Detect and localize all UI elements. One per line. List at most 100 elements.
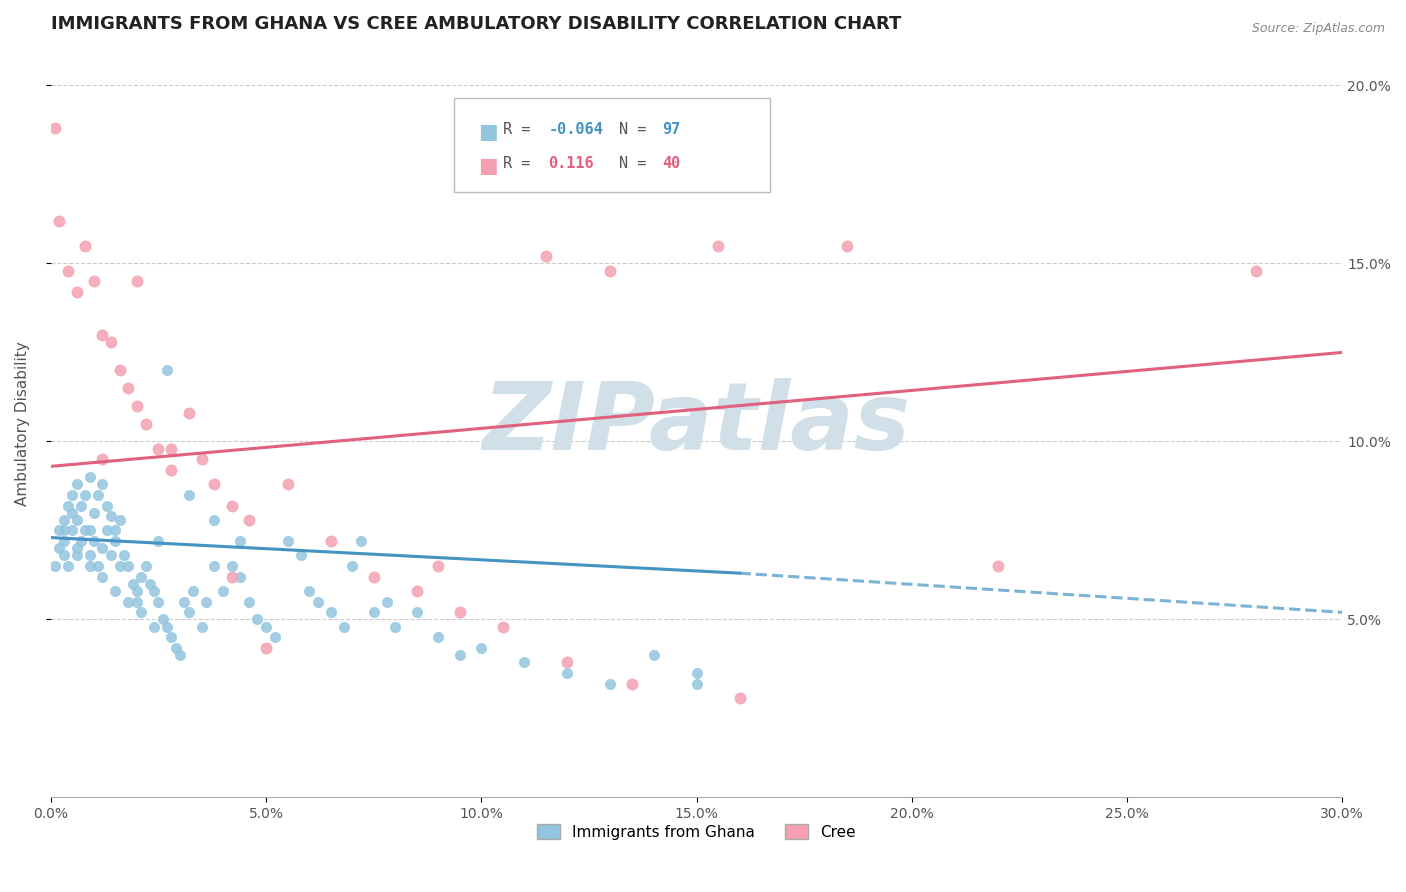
Point [52, 534, 75, 549]
Text: N =: N = [619, 156, 655, 171]
Point [599, 263, 621, 277]
Point [60, 488, 83, 502]
Point [254, 640, 277, 655]
Text: ■: ■ [478, 122, 498, 142]
Point [449, 648, 471, 662]
Point [125, 274, 148, 288]
Point [112, 549, 135, 563]
Text: 97: 97 [662, 122, 681, 137]
Point [104, 524, 127, 538]
Point [620, 676, 643, 690]
Point [202, 513, 225, 527]
Point [181, 584, 204, 599]
Point [290, 549, 312, 563]
Point [91, 570, 114, 584]
Point [125, 594, 148, 608]
Point [100, 509, 122, 524]
Point [96, 499, 118, 513]
Point [277, 477, 299, 491]
Point [79, 524, 101, 538]
Text: R =: R = [503, 122, 540, 137]
Point [152, 612, 174, 626]
Point [307, 594, 329, 608]
Text: Source: ZipAtlas.com: Source: ZipAtlas.com [1251, 22, 1385, 36]
Point [156, 363, 179, 377]
Point [117, 594, 139, 608]
Point [79, 470, 101, 484]
Point [384, 619, 406, 633]
Point [108, 363, 131, 377]
Point [143, 584, 166, 599]
Point [375, 594, 398, 608]
Point [160, 442, 183, 456]
Point [238, 513, 260, 527]
Point [48, 213, 70, 227]
Point [56, 559, 79, 574]
Point [160, 463, 183, 477]
Point [254, 619, 277, 633]
Point [298, 584, 321, 599]
Y-axis label: Ambulatory Disability: Ambulatory Disability [15, 342, 30, 506]
Point [492, 619, 515, 633]
Point [685, 665, 707, 680]
Point [83, 534, 105, 549]
Point [246, 612, 269, 626]
Point [173, 594, 195, 608]
Point [91, 477, 114, 491]
Point [177, 488, 200, 502]
Point [139, 577, 162, 591]
Point [513, 655, 536, 669]
Legend: Immigrants from Ghana, Cree: Immigrants from Ghana, Cree [531, 818, 862, 846]
Point [148, 594, 170, 608]
Point [643, 648, 665, 662]
Point [557, 665, 579, 680]
Point [100, 549, 122, 563]
Point [165, 640, 187, 655]
Point [108, 559, 131, 574]
Text: ZIPatlas: ZIPatlas [482, 377, 911, 470]
Point [104, 534, 127, 549]
Point [427, 630, 450, 644]
Point [125, 584, 148, 599]
Point [87, 488, 110, 502]
Point [44, 559, 66, 574]
Point [263, 630, 285, 644]
Point [229, 570, 252, 584]
Point [91, 541, 114, 556]
Point [229, 534, 252, 549]
Point [91, 327, 114, 342]
Point [148, 534, 170, 549]
Point [104, 584, 127, 599]
Point [70, 534, 93, 549]
Point [599, 676, 621, 690]
Point [56, 263, 79, 277]
Point [238, 594, 260, 608]
Point [83, 506, 105, 520]
Point [56, 499, 79, 513]
Text: R =: R = [503, 156, 540, 171]
Point [685, 676, 707, 690]
Text: ■: ■ [478, 156, 498, 176]
Point [66, 477, 89, 491]
Point [1244, 263, 1267, 277]
Point [363, 570, 385, 584]
Point [100, 334, 122, 349]
Point [129, 570, 152, 584]
Text: N =: N = [619, 122, 655, 137]
Point [48, 541, 70, 556]
Point [987, 559, 1010, 574]
Text: 0.116: 0.116 [548, 156, 593, 171]
Point [350, 534, 373, 549]
Point [75, 238, 97, 252]
Point [160, 630, 183, 644]
Point [221, 559, 243, 574]
Point [125, 399, 148, 413]
Point [66, 285, 89, 299]
Point [91, 452, 114, 467]
Point [156, 619, 179, 633]
Point [60, 524, 83, 538]
Point [177, 406, 200, 420]
Point [75, 524, 97, 538]
Point [707, 238, 730, 252]
Point [96, 524, 118, 538]
